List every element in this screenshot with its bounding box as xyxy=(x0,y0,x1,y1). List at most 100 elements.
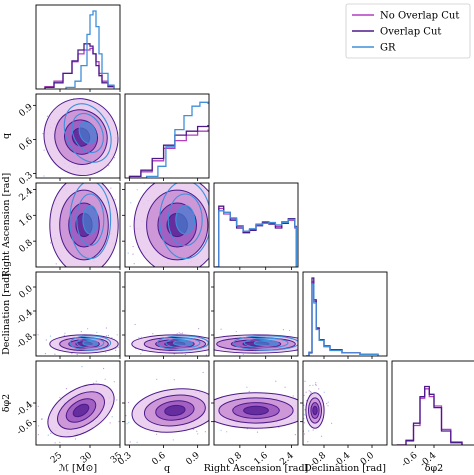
sample-point xyxy=(294,434,296,436)
sample-point xyxy=(129,225,131,227)
panel-frame xyxy=(124,271,210,357)
panel-frame xyxy=(35,271,121,357)
sample-point xyxy=(105,327,107,329)
panel-frame xyxy=(391,360,474,446)
sample-point xyxy=(64,448,65,449)
sample-point xyxy=(308,430,310,432)
sample-point xyxy=(205,277,206,278)
sample-point xyxy=(210,285,211,286)
sample-point xyxy=(211,348,212,349)
y-axis-label-ra: Right Ascension [rad] xyxy=(1,173,12,278)
sample-point xyxy=(256,431,259,433)
panel-ra-vs-mc: 0.8 1.6 2.4 xyxy=(17,182,132,280)
sample-point xyxy=(115,332,116,333)
sample-point xyxy=(303,418,305,420)
sample-point xyxy=(64,332,66,334)
sample-point xyxy=(350,351,351,352)
sample-point xyxy=(207,448,208,449)
sample-point xyxy=(327,405,329,407)
sample-point xyxy=(303,394,305,396)
sample-point xyxy=(282,329,285,331)
sample-point xyxy=(180,332,182,335)
sample-point xyxy=(109,422,111,424)
sample-point xyxy=(212,327,213,328)
sample-point xyxy=(156,433,158,435)
sample-point xyxy=(181,332,184,334)
legend: No Overlap Cut Overlap Cut GR xyxy=(345,3,471,59)
sample-point xyxy=(116,418,117,419)
sample-point xyxy=(54,442,56,444)
sample-point xyxy=(315,382,317,384)
sample-point xyxy=(121,346,122,347)
sample-point xyxy=(37,334,39,336)
sample-point xyxy=(66,279,67,280)
sample-point xyxy=(50,432,52,434)
sample-point xyxy=(222,394,223,395)
panel-dphi-vs-mc: 25 30 35-0.6-0.4 xyxy=(15,360,130,466)
sample-point xyxy=(50,242,52,244)
sample-point xyxy=(240,232,241,233)
sample-point xyxy=(309,393,311,395)
gr-contour-0 xyxy=(159,183,209,260)
sample-point xyxy=(220,328,222,330)
x-axis-label-mc: ℳ [M⊙] xyxy=(59,463,97,474)
sample-point xyxy=(104,334,105,335)
sample-point xyxy=(80,331,82,333)
sample-point xyxy=(129,391,130,392)
sample-point xyxy=(131,232,132,233)
sample-point xyxy=(292,395,294,397)
sample-point xyxy=(145,382,146,383)
sample-point xyxy=(55,263,57,265)
x-axis-label-dphi: δφ2 xyxy=(425,463,443,474)
sample-point xyxy=(156,378,158,380)
gr-contour-2 xyxy=(82,205,99,235)
sample-point xyxy=(43,175,45,177)
sample-point xyxy=(49,335,52,337)
y-tick-label: 0.0 xyxy=(17,284,35,301)
sample-point xyxy=(99,92,100,93)
sample-point xyxy=(317,342,318,343)
sample-point xyxy=(349,402,350,403)
legend-label-1: Overlap Cut xyxy=(380,27,441,38)
contour-level-3 xyxy=(164,404,186,417)
sample-point xyxy=(121,432,122,433)
hist-q-1 xyxy=(128,125,209,178)
sample-point xyxy=(33,347,34,348)
y-tick-label: 0.8 xyxy=(17,238,35,255)
sample-point xyxy=(65,388,68,390)
panel-ra-vs-q xyxy=(122,178,241,286)
sample-point xyxy=(164,448,165,449)
sample-point xyxy=(125,140,126,141)
sample-point xyxy=(93,382,95,384)
sample-point xyxy=(129,441,131,443)
gr-contour-1 xyxy=(76,337,105,349)
panel-frame xyxy=(302,271,388,357)
sample-point xyxy=(308,345,309,346)
sample-point xyxy=(229,434,230,435)
y-tick-label: -0.6 xyxy=(15,418,35,437)
sample-point xyxy=(226,431,228,433)
sample-point xyxy=(313,332,314,333)
sample-point xyxy=(222,178,223,179)
sample-point xyxy=(12,106,13,107)
gr-contour-0 xyxy=(232,335,298,351)
gr-contour-0 xyxy=(156,335,209,351)
sample-point xyxy=(59,441,61,443)
panel-frame xyxy=(35,93,121,179)
panels: 0.3 0.6 0.9 0.8 1.6 2.4 -0.8 -0.4 0.0 25 30 35-0.6-… xyxy=(1,4,474,474)
sample-point xyxy=(173,379,175,381)
sample-point xyxy=(45,339,47,341)
x-axis-label-ra: Right Ascension [rad] xyxy=(204,463,309,474)
sample-point xyxy=(95,380,97,382)
sample-point xyxy=(104,378,106,380)
y-tick-label: -0.4 xyxy=(15,308,35,327)
y-axis-label-dec: Declination [rad] xyxy=(1,273,12,355)
sample-point xyxy=(152,333,154,335)
gr-contour-2 xyxy=(82,339,99,347)
y-tick-label: 0.9 xyxy=(17,102,35,119)
sample-point xyxy=(216,388,217,389)
sample-point xyxy=(111,337,113,339)
sample-point xyxy=(116,334,118,336)
sample-point xyxy=(123,217,124,218)
sample-point xyxy=(128,125,129,126)
